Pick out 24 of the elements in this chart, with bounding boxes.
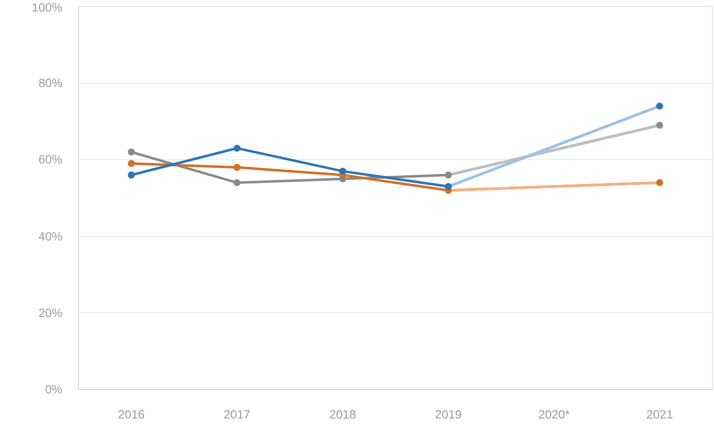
x-tick-label: 2016 — [118, 408, 146, 422]
point — [234, 144, 240, 152]
point — [656, 122, 664, 129]
x-tick-label: 2017 — [224, 408, 251, 422]
y-tick-label: 100% — [32, 0, 63, 14]
point — [444, 172, 452, 179]
x-tick-label: 2020* — [538, 408, 570, 422]
y-tick-label: 80% — [38, 76, 63, 90]
point — [128, 148, 135, 156]
x-tick-label: 2018 — [329, 408, 356, 422]
x-tick-label: 2021 — [646, 408, 674, 422]
point — [234, 164, 240, 171]
point — [128, 160, 135, 168]
point — [128, 172, 135, 179]
point — [656, 102, 664, 110]
y-tick-label: 0% — [45, 382, 63, 396]
point — [339, 168, 346, 175]
y-tick-label: 40% — [38, 229, 63, 244]
point — [234, 179, 240, 186]
point — [656, 179, 664, 186]
y-tick-label: 60% — [38, 152, 63, 167]
y-tick-label: 20% — [38, 306, 63, 320]
point — [444, 183, 452, 190]
x-tick-label: 2019 — [434, 408, 462, 422]
